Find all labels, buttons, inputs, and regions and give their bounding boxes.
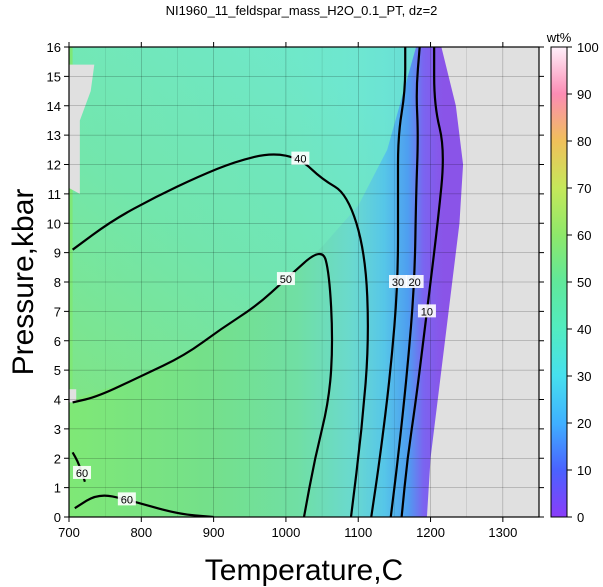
y-tick-label: 6 <box>54 334 61 349</box>
contour-label: 20 <box>405 275 424 289</box>
x-axis-label: Temperature,C <box>205 554 403 587</box>
y-tick-label: 4 <box>54 393 61 408</box>
contour-label-bg <box>73 465 92 479</box>
y-tick-label: 7 <box>54 304 61 319</box>
contour-label-text: 30 <box>392 277 404 289</box>
contour-label-text: 60 <box>121 494 133 506</box>
contour-label-bg <box>405 275 424 288</box>
contour-line <box>72 252 334 517</box>
chart-title: NI1960_11_feldspar_mass_H2O_0.1_PT, dz=2 <box>165 3 438 18</box>
contour-label: 40 <box>291 151 310 166</box>
colorbar-tick-label: 0 <box>577 510 584 525</box>
contour-label-bg <box>291 151 310 165</box>
y-tick-label: 0 <box>54 510 61 525</box>
y-tick-label: 12 <box>47 158 61 173</box>
colorbar-tick-label: 60 <box>577 228 591 243</box>
colorbar-tick-label: 40 <box>577 322 591 337</box>
y-tick-label: 10 <box>47 216 61 231</box>
contour-label-bg <box>117 492 136 506</box>
y-tick-label: 14 <box>47 99 61 114</box>
x-tick-label: 700 <box>58 525 80 540</box>
y-axis-label: Pressure,kbar <box>7 189 40 376</box>
contour-line <box>370 47 407 517</box>
colorbar-tick-label: 80 <box>577 134 591 149</box>
colorbar-tick-label: 20 <box>577 416 591 431</box>
colorbar-tick-label: 50 <box>577 275 591 290</box>
y-tick-label: 3 <box>54 422 61 437</box>
contour-label-text: 60 <box>76 468 88 480</box>
contour-label: 50 <box>276 272 295 286</box>
x-tick-label: 900 <box>203 525 225 540</box>
contour-line <box>389 47 421 517</box>
colorbar <box>550 46 568 518</box>
contour-label-text: 10 <box>421 306 433 318</box>
contour-line <box>74 494 214 517</box>
upper-region <box>72 47 417 400</box>
y-tick-label: 2 <box>54 451 61 466</box>
x-tick-label: 800 <box>130 525 152 540</box>
y-tick-label: 8 <box>54 275 61 290</box>
colorbar-tick-label: 10 <box>577 463 591 478</box>
colorbar-tick-label: 100 <box>577 40 599 55</box>
x-tick-label: 1100 <box>344 525 372 540</box>
contour-label: 60 <box>73 465 92 480</box>
contour-line <box>400 47 444 517</box>
y-tick-label: 9 <box>54 246 61 261</box>
contour-label-text: 50 <box>280 274 292 286</box>
y-tick-label: 5 <box>54 363 61 378</box>
y-tick-label: 1 <box>54 481 61 496</box>
y-tick-label: 11 <box>48 187 62 202</box>
colorbar-tick-label: 30 <box>577 369 591 384</box>
colorbar-tick-label: 70 <box>577 181 591 196</box>
contour-label: 60 <box>117 492 136 506</box>
contour-label: 10 <box>417 304 436 318</box>
x-tick-label: 1000 <box>271 525 300 540</box>
contour-label-bg <box>389 275 407 288</box>
y-tick-label: 13 <box>47 128 61 143</box>
colorbar-tick-label: 90 <box>577 87 591 102</box>
y-tick-label: 16 <box>47 40 61 55</box>
x-tick-label: 1300 <box>488 525 517 540</box>
contour-label: 30 <box>389 275 407 289</box>
colorbar-label: wt% <box>546 30 572 45</box>
no-data-region <box>69 389 77 403</box>
contour-label-text: 40 <box>294 154 306 166</box>
x-tick-label: 1200 <box>416 525 445 540</box>
no-data-region <box>69 47 95 194</box>
contour-label-bg <box>417 304 436 318</box>
contour-label-text: 20 <box>409 277 421 289</box>
y-tick-label: 15 <box>47 69 61 84</box>
contour-label-bg <box>276 272 295 286</box>
